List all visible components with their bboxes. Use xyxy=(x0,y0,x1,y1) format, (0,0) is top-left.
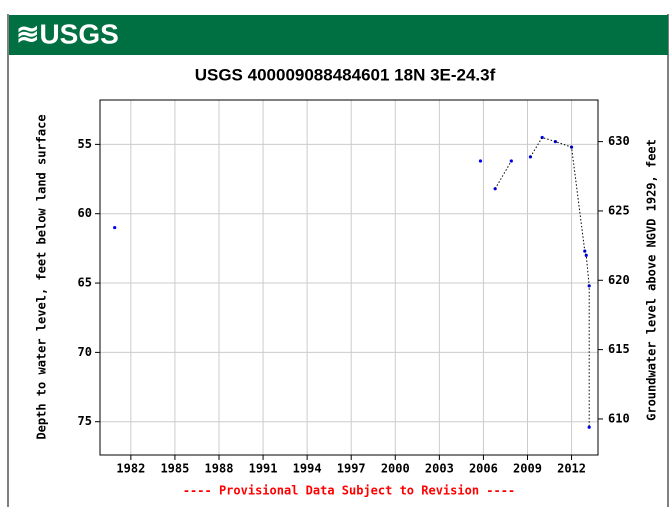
header-bar xyxy=(9,15,668,55)
y-axis-title: Depth to water level, feet below land su… xyxy=(35,114,49,439)
y2-tick-label: 630 xyxy=(608,134,630,148)
y-tick-label: 65 xyxy=(78,276,92,290)
plot-frame xyxy=(99,99,599,456)
y-tick-label: 75 xyxy=(78,414,92,428)
y2-tick-label: 620 xyxy=(608,273,630,287)
x-tick-label: 2009 xyxy=(513,462,542,476)
data-point xyxy=(553,140,557,144)
x-tick-label: 2003 xyxy=(425,462,454,476)
x-tick-label: 1982 xyxy=(116,462,145,476)
x-tick-label: 2006 xyxy=(469,462,498,476)
x-tick-label: 1994 xyxy=(293,462,322,476)
x-tick-label: 1985 xyxy=(160,462,189,476)
data-point xyxy=(587,425,591,429)
y-tick-label: 55 xyxy=(78,137,92,151)
y-tick-label: 60 xyxy=(78,206,92,220)
data-point xyxy=(113,225,117,230)
dotted-line xyxy=(494,136,590,428)
x-tick-label: 1988 xyxy=(205,462,234,476)
x-tick-label: 1997 xyxy=(337,462,366,476)
data-point xyxy=(478,159,483,163)
logo: ≋USGS xyxy=(16,18,119,49)
y2-tick-label: 610 xyxy=(608,411,630,425)
y2-axis-title: Groundwater level above NGVD 1929, feet xyxy=(645,139,659,421)
x-tick-label: 1991 xyxy=(249,462,278,476)
chart-title: USGS 400009088484601 18N 3E-24.3f xyxy=(195,65,496,84)
x-tick-label: 2012 xyxy=(557,462,586,476)
footnote: ---- Provisional Data Subject to Revisio… xyxy=(183,484,515,498)
y2-tick-label: 615 xyxy=(608,342,630,356)
y2-tick-label: 625 xyxy=(608,203,630,217)
x-tick-label: 2000 xyxy=(381,462,410,476)
y-tick-label: 70 xyxy=(78,345,92,359)
